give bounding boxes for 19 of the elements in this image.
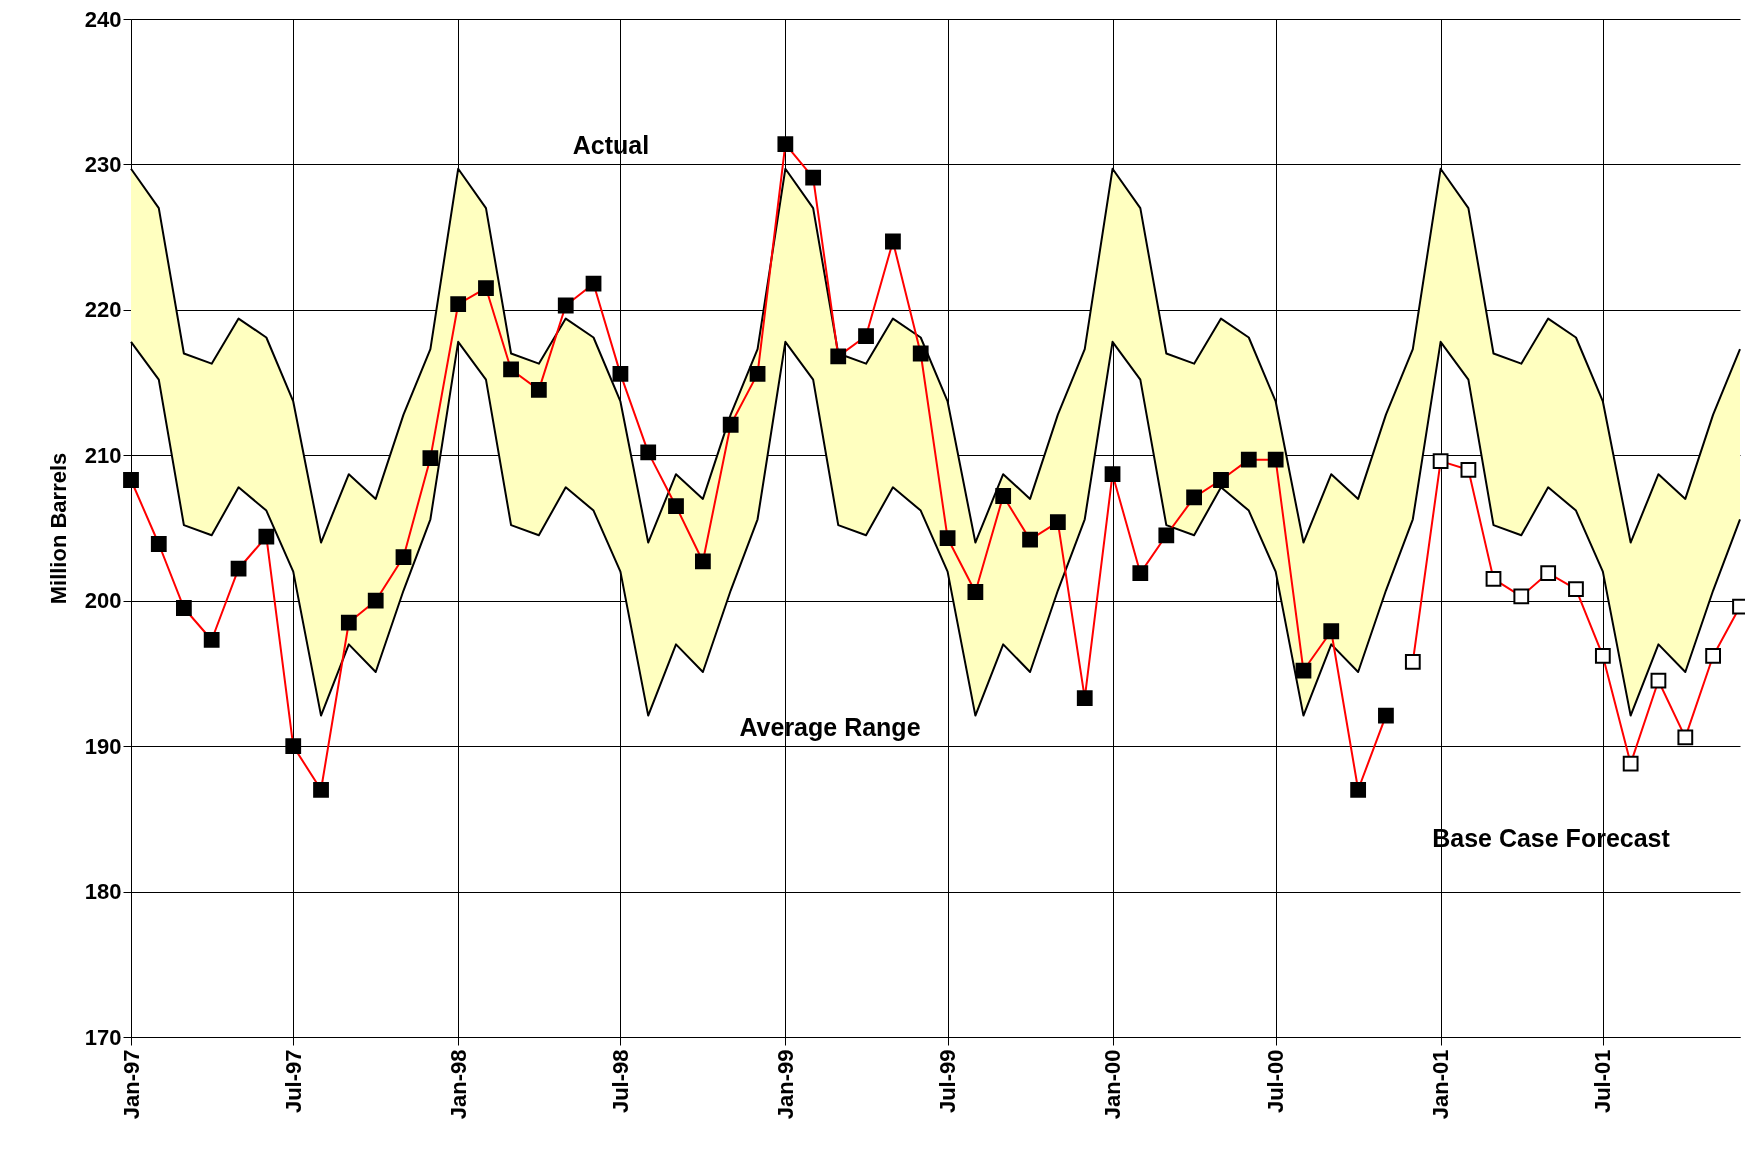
x-tick-label: Jan-01 xyxy=(1428,1049,1454,1120)
y-tick-label: 200 xyxy=(84,588,122,614)
y-tick-label: 190 xyxy=(84,733,122,759)
x-tick-label: Jan-97 xyxy=(118,1049,144,1120)
x-tick-label: Jul-00 xyxy=(1263,1049,1289,1114)
x-tick-label: Jul-97 xyxy=(280,1049,306,1114)
y-tick-label: 230 xyxy=(84,151,122,177)
y-axis-title: Million Barrels xyxy=(45,452,71,605)
x-tick-label: Jan-99 xyxy=(772,1049,798,1120)
y-tick-label: 210 xyxy=(84,442,122,468)
x-tick-label: Jul-99 xyxy=(935,1049,961,1114)
y-tick-label: 180 xyxy=(84,879,122,905)
x-tick-label: Jul-01 xyxy=(1590,1049,1616,1114)
x-tick-label: Jan-98 xyxy=(445,1049,471,1120)
x-tick-label: Jan-00 xyxy=(1100,1049,1126,1120)
y-tick-label: 170 xyxy=(84,1024,122,1050)
x-tick-label: Jul-98 xyxy=(607,1049,633,1114)
y-tick-label: 240 xyxy=(84,6,122,32)
y-tick-label: 220 xyxy=(84,297,122,323)
